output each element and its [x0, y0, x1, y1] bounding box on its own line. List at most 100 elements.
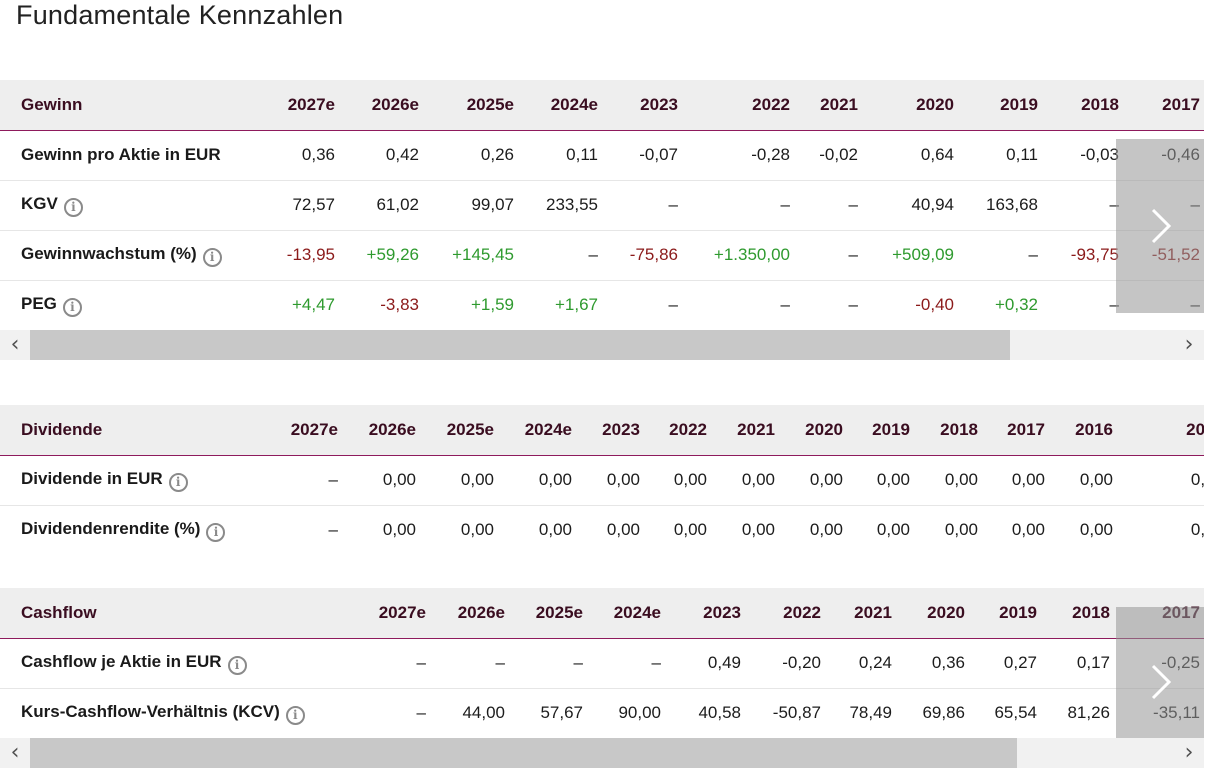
value-cell: –	[602, 280, 682, 330]
value-cell: 0,49	[665, 638, 745, 689]
value-cell: –	[682, 280, 794, 330]
value-cell: +1,59	[423, 280, 518, 330]
column-header: 2019	[958, 80, 1042, 131]
column-header: 2027e	[262, 405, 342, 456]
page-title: Fundamentale Kennzahlen	[16, 0, 344, 30]
column-header: 2019	[969, 588, 1041, 639]
value-cell: 0,00	[1049, 505, 1117, 555]
value-cell: 0,00	[576, 505, 644, 555]
value-cell: –	[794, 230, 862, 281]
info-icon[interactable]: i	[227, 655, 247, 675]
cashflow-scrollbar[interactable]: ‹ ›	[0, 738, 1204, 768]
value-cell: 0,00	[711, 455, 779, 506]
value-cell: 0,42	[339, 130, 423, 181]
value-cell: 0,00	[498, 455, 576, 506]
value-cell: -0,03	[1042, 130, 1123, 181]
info-icon[interactable]: i	[206, 522, 226, 542]
cashflow-header-row: Cashflow 2027e 2026e 2025e 2024e 2023 2022 2021…	[0, 588, 1204, 639]
value-cell: 65,54	[969, 688, 1041, 738]
value-cell: -0,07	[602, 130, 682, 181]
value-cell: 0,27	[969, 638, 1041, 689]
value-cell: 44,00	[430, 688, 509, 738]
value-cell: –	[1042, 180, 1123, 231]
column-header: 2026e	[342, 405, 420, 456]
value-cell: –	[794, 280, 862, 330]
row-label: Dividende in EUR	[21, 468, 163, 488]
scroll-thumb[interactable]	[30, 330, 1010, 360]
value-cell: –	[958, 230, 1042, 281]
column-header: 2024e	[498, 405, 576, 456]
value-cell: +0,32	[958, 280, 1042, 330]
value-cell: -0,20	[745, 638, 825, 689]
info-icon[interactable]: i	[168, 472, 188, 492]
value-cell: 0,00	[498, 505, 576, 555]
next-columns-button[interactable]	[1116, 139, 1204, 313]
column-header: 2019	[847, 405, 914, 456]
value-cell: 40,58	[665, 688, 745, 738]
value-cell: 99,07	[423, 180, 518, 231]
value-cell: –	[602, 180, 682, 231]
info-icon[interactable]: i	[62, 297, 82, 317]
column-header: 2024e	[518, 80, 602, 131]
value-cell: 0,00	[982, 505, 1049, 555]
value-cell: –	[352, 638, 430, 689]
column-header: 2022	[682, 80, 794, 131]
value-cell: 61,02	[339, 180, 423, 231]
value-cell: -13,95	[258, 230, 339, 281]
next-columns-button[interactable]	[1116, 607, 1204, 738]
row-label-cell: Cashflow je Aktie in EUR i	[0, 638, 352, 689]
value-cell: -0,28	[682, 130, 794, 181]
value-cell: –	[262, 505, 342, 555]
value-cell: 0,00	[1117, 455, 1204, 506]
row-label: Gewinnwachstum (%)	[21, 243, 197, 263]
value-cell: –	[1042, 280, 1123, 330]
value-cell: 0,00	[711, 505, 779, 555]
value-cell: 0,00	[847, 505, 914, 555]
value-cell: 0,00	[914, 455, 982, 506]
dividende-header-row: Dividende 2027e 2026e 2025e 2024e 2023 2022 202…	[0, 405, 1204, 456]
gewinn-table: Gewinn 2027e 2026e 2025e 2024e 2023 2022 2021 20…	[0, 80, 1204, 330]
value-cell: 0,00	[644, 505, 711, 555]
value-cell: -75,86	[602, 230, 682, 281]
scroll-left-arrow[interactable]: ‹	[10, 332, 20, 357]
gewinn-section-title: Gewinn	[0, 80, 258, 131]
value-cell: 0,00	[576, 455, 644, 506]
row-label: Gewinn pro Aktie in EUR	[21, 145, 221, 164]
dividende-section-title: Dividende	[0, 405, 262, 456]
scroll-thumb[interactable]	[30, 738, 1017, 768]
value-cell: -3,83	[339, 280, 423, 330]
info-icon[interactable]: i	[63, 197, 83, 217]
value-cell: +59,26	[339, 230, 423, 281]
info-icon[interactable]: i	[202, 247, 222, 267]
value-cell: 0,00	[982, 455, 1049, 506]
column-header: 2023	[665, 588, 745, 639]
value-cell: –	[518, 230, 602, 281]
table-row: Dividende in EUR i –0,00 0,00 0,00 0,00 0,00 0,…	[0, 455, 1204, 506]
gewinn-header-row: Gewinn 2027e 2026e 2025e 2024e 2023 2022 2021 20…	[0, 80, 1204, 131]
column-header: 2025e	[423, 80, 518, 131]
column-header: 2018	[914, 405, 982, 456]
column-header: 2016	[1049, 405, 1117, 456]
row-label: Kurs-Cashflow-Verhältnis (KCV)	[21, 701, 280, 721]
column-header: 2023	[602, 80, 682, 131]
column-header: 2020	[862, 80, 958, 131]
value-cell: –	[682, 180, 794, 231]
scroll-right-arrow[interactable]: ›	[1184, 332, 1194, 357]
value-cell: -0,02	[794, 130, 862, 181]
value-cell: –	[794, 180, 862, 231]
info-icon[interactable]: i	[285, 705, 305, 725]
gewinn-scrollbar[interactable]: ‹ ›	[0, 330, 1204, 360]
value-cell: 0,00	[914, 505, 982, 555]
value-cell: -0,40	[862, 280, 958, 330]
value-cell: 163,68	[958, 180, 1042, 231]
column-header: 2017	[1123, 80, 1204, 131]
value-cell: 0,36	[258, 130, 339, 181]
value-cell: –	[262, 455, 342, 506]
column-header: 2026e	[339, 80, 423, 131]
value-cell: 0,00	[420, 505, 498, 555]
scroll-left-arrow[interactable]: ‹	[10, 740, 20, 765]
value-cell: +145,45	[423, 230, 518, 281]
value-cell: 0,00	[779, 505, 847, 555]
scroll-right-arrow[interactable]: ›	[1184, 740, 1194, 765]
dividende-section: Dividende 2027e 2026e 2025e 2024e 2023 2022 202…	[0, 405, 1204, 555]
